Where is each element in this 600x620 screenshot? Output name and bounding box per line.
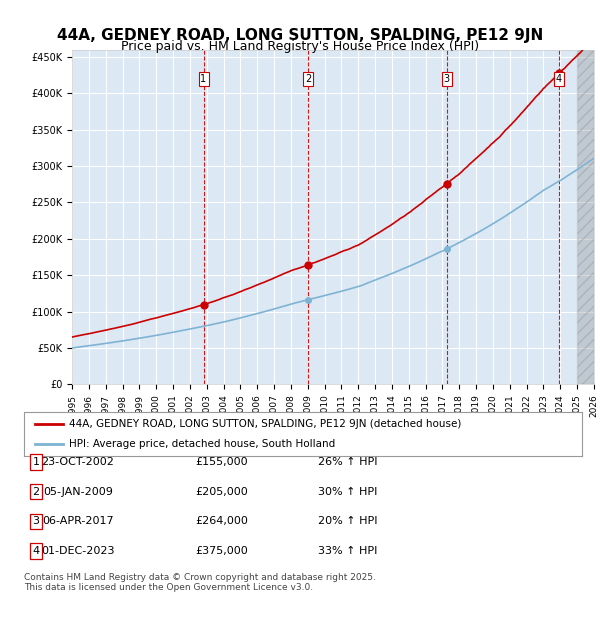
Text: 1: 1 [200, 74, 206, 84]
Text: 3: 3 [32, 516, 40, 526]
Text: 4: 4 [556, 74, 562, 84]
Text: 4: 4 [32, 546, 40, 556]
Text: 20% ↑ HPI: 20% ↑ HPI [318, 516, 378, 526]
Text: 30% ↑ HPI: 30% ↑ HPI [319, 487, 377, 497]
Text: 05-JAN-2009: 05-JAN-2009 [43, 487, 113, 497]
Text: 26% ↑ HPI: 26% ↑ HPI [318, 457, 378, 467]
Text: £205,000: £205,000 [196, 487, 248, 497]
Text: 01-DEC-2023: 01-DEC-2023 [41, 546, 115, 556]
Text: 44A, GEDNEY ROAD, LONG SUTTON, SPALDING, PE12 9JN (detached house): 44A, GEDNEY ROAD, LONG SUTTON, SPALDING,… [68, 420, 461, 430]
Text: HPI: Average price, detached house, South Holland: HPI: Average price, detached house, Sout… [68, 438, 335, 448]
Text: £155,000: £155,000 [196, 457, 248, 467]
Text: 2: 2 [305, 74, 311, 84]
Text: 33% ↑ HPI: 33% ↑ HPI [319, 546, 377, 556]
Text: 06-APR-2017: 06-APR-2017 [42, 516, 114, 526]
Text: 2: 2 [32, 487, 40, 497]
Text: 3: 3 [444, 74, 450, 84]
Text: This data is licensed under the Open Government Licence v3.0.: This data is licensed under the Open Gov… [24, 583, 313, 592]
Text: 1: 1 [32, 457, 40, 467]
Text: Contains HM Land Registry data © Crown copyright and database right 2025.: Contains HM Land Registry data © Crown c… [24, 572, 376, 582]
Text: 44A, GEDNEY ROAD, LONG SUTTON, SPALDING, PE12 9JN: 44A, GEDNEY ROAD, LONG SUTTON, SPALDING,… [57, 28, 543, 43]
Text: £375,000: £375,000 [196, 546, 248, 556]
Text: £264,000: £264,000 [196, 516, 248, 526]
Text: Price paid vs. HM Land Registry's House Price Index (HPI): Price paid vs. HM Land Registry's House … [121, 40, 479, 53]
Text: 23-OCT-2002: 23-OCT-2002 [41, 457, 115, 467]
